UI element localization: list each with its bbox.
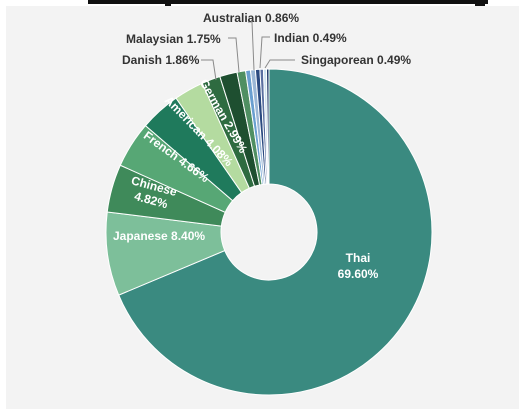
donut-slices bbox=[105, 68, 433, 396]
label-thai-name: Thai bbox=[346, 251, 371, 265]
leader-line-singaporean bbox=[264, 59, 295, 69]
label-danish: Danish 1.86% bbox=[122, 53, 200, 67]
label-malaysian: Malaysian 1.75% bbox=[126, 32, 221, 46]
label-indian: Indian 0.49% bbox=[274, 31, 347, 45]
leader-lines bbox=[201, 21, 295, 81]
leader-line-indian bbox=[259, 36, 270, 69]
leader-line-australian bbox=[248, 21, 255, 71]
label-singaporean: Singaporean 0.49% bbox=[301, 53, 411, 67]
label-thai-pct: 69.60% bbox=[338, 267, 379, 281]
label-australian: Australian 0.86% bbox=[203, 11, 299, 25]
leader-line-malaysian bbox=[228, 37, 240, 73]
leader-line-danish bbox=[201, 59, 217, 81]
label-japanese: Japanese 8.40% bbox=[113, 229, 205, 243]
slice-thai bbox=[118, 68, 433, 396]
cropped-title-ink bbox=[475, 0, 485, 6]
cropped-title-strip bbox=[0, 0, 525, 6]
cropped-title-ink bbox=[165, 0, 171, 6]
slice-unlabeled-4 bbox=[265, 68, 270, 185]
cropped-title-ink bbox=[88, 0, 488, 4]
